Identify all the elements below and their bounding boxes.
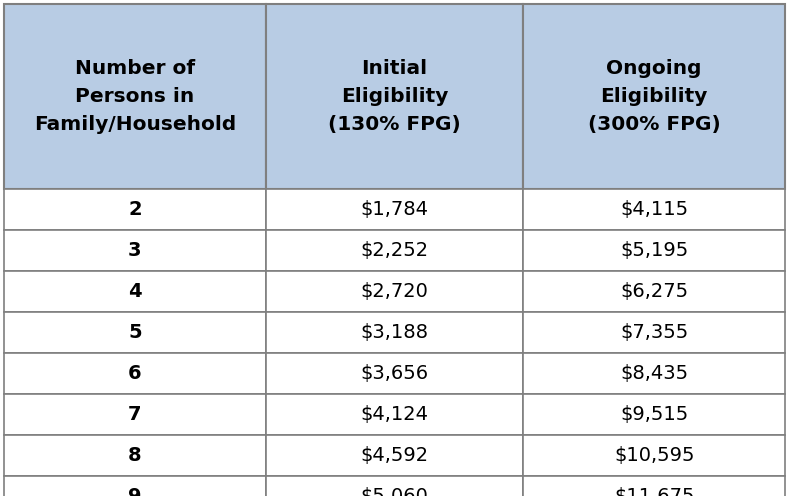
Text: $4,592: $4,592: [361, 446, 428, 465]
Bar: [4, 189, 266, 230]
Text: 6: 6: [128, 364, 142, 383]
Bar: [266, 476, 523, 496]
Text: $8,435: $8,435: [620, 364, 688, 383]
Text: 4: 4: [128, 282, 142, 301]
Text: 3: 3: [128, 241, 141, 260]
Bar: [523, 394, 785, 435]
Bar: [4, 230, 266, 271]
Text: $2,720: $2,720: [361, 282, 428, 301]
Bar: [266, 271, 523, 312]
Text: $10,595: $10,595: [614, 446, 694, 465]
Text: Number of
Persons in
Family/Household: Number of Persons in Family/Household: [34, 59, 236, 134]
Text: $4,124: $4,124: [361, 405, 428, 424]
Bar: [266, 230, 523, 271]
Bar: [266, 312, 523, 353]
Text: $7,355: $7,355: [620, 323, 688, 342]
Bar: [4, 353, 266, 394]
Bar: [4, 435, 266, 476]
Text: $11,675: $11,675: [614, 487, 694, 496]
Text: $3,188: $3,188: [361, 323, 428, 342]
Bar: [523, 353, 785, 394]
Bar: [523, 476, 785, 496]
Bar: [523, 4, 785, 189]
Text: $2,252: $2,252: [361, 241, 428, 260]
Text: $3,656: $3,656: [361, 364, 428, 383]
Bar: [266, 4, 523, 189]
Bar: [4, 394, 266, 435]
Text: 2: 2: [128, 200, 142, 219]
Text: 7: 7: [128, 405, 141, 424]
Bar: [266, 435, 523, 476]
Bar: [523, 312, 785, 353]
Bar: [4, 476, 266, 496]
Bar: [266, 189, 523, 230]
Text: 5: 5: [128, 323, 142, 342]
Text: Initial
Eligibility
(130% FPG): Initial Eligibility (130% FPG): [328, 59, 461, 134]
Bar: [266, 353, 523, 394]
Bar: [4, 271, 266, 312]
Bar: [523, 271, 785, 312]
Text: 8: 8: [128, 446, 142, 465]
Text: $6,275: $6,275: [620, 282, 688, 301]
Text: $9,515: $9,515: [620, 405, 688, 424]
Text: $1,784: $1,784: [361, 200, 428, 219]
Text: $5,060: $5,060: [361, 487, 428, 496]
Bar: [523, 435, 785, 476]
Text: 9: 9: [128, 487, 141, 496]
Bar: [266, 394, 523, 435]
Text: $4,115: $4,115: [620, 200, 688, 219]
Text: $5,195: $5,195: [620, 241, 688, 260]
Bar: [523, 230, 785, 271]
Bar: [4, 4, 266, 189]
Bar: [4, 312, 266, 353]
Text: Ongoing
Eligibility
(300% FPG): Ongoing Eligibility (300% FPG): [588, 59, 720, 134]
Bar: [523, 189, 785, 230]
